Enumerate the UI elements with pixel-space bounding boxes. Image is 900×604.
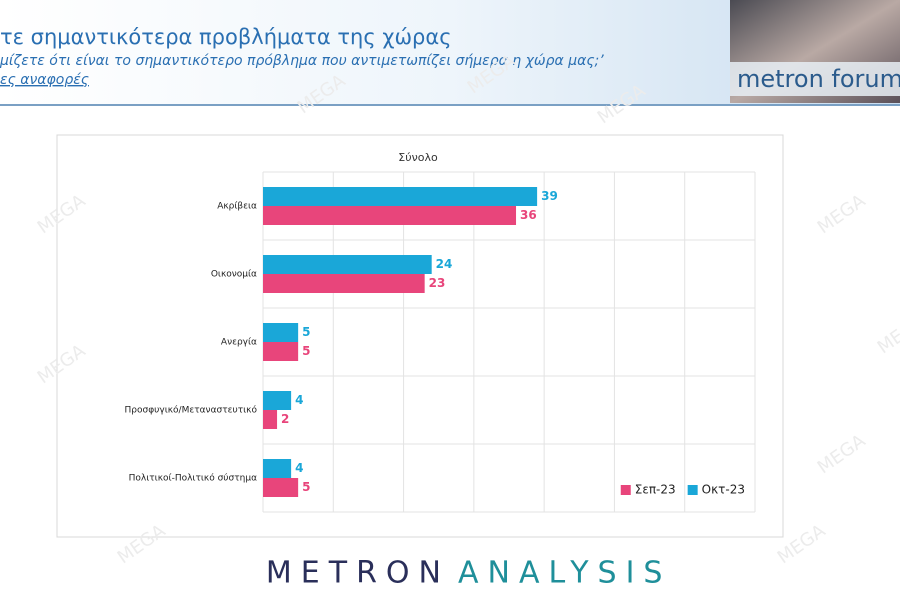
value-label: 5 [302, 480, 310, 494]
y-tick-label: Ανεργία [221, 338, 257, 348]
bar [263, 206, 517, 225]
brand-right: ANALYSIS [458, 556, 671, 591]
bar [263, 274, 425, 293]
brand-left: METRON [266, 556, 450, 591]
logo: metron forum [730, 0, 900, 103]
y-tick-label: Ακρίβεια [217, 202, 257, 212]
watermark: MEGA [814, 190, 870, 238]
value-label: 36 [520, 208, 537, 222]
value-label: 4 [295, 461, 303, 475]
y-tick-label: Πολιτικοί-Πολιτικό σύστημα [129, 473, 257, 484]
bar [263, 459, 292, 478]
slide-subtitle: μίζετε ότι είναι το σημαντικότερο πρόβλη… [0, 53, 604, 69]
legend-swatch [687, 485, 698, 495]
value-label: 2 [281, 412, 289, 426]
slide-title: τε σημαντικότερα προβλήματα της χώρας [0, 25, 452, 49]
watermark: MEGA [814, 430, 870, 478]
logo-strip [730, 62, 900, 96]
chart-title: Σύνολο [398, 151, 438, 164]
y-tick-label: Προσφυγικό/Μεταναστευτικό [125, 405, 258, 416]
bar [263, 478, 299, 497]
value-label: 23 [429, 276, 446, 290]
bar [263, 187, 538, 206]
logo-text: metron forum [737, 65, 900, 93]
y-tick-label: Οικονομία [211, 270, 257, 280]
bar [263, 342, 299, 361]
value-label: 39 [541, 189, 558, 203]
legend-swatch [620, 485, 631, 495]
bar [263, 410, 278, 429]
value-label: 24 [436, 257, 453, 271]
value-label: 4 [295, 393, 303, 407]
slide-note: ες αναφορές [0, 72, 89, 88]
bar [263, 255, 432, 274]
bar [263, 323, 299, 342]
legend-label: Σεπ-23 [635, 483, 676, 497]
value-label: 5 [302, 344, 310, 358]
bar [263, 391, 292, 410]
legend-label: Οκτ-23 [702, 483, 745, 497]
watermark: MEGA [874, 310, 900, 358]
value-label: 5 [302, 325, 310, 339]
